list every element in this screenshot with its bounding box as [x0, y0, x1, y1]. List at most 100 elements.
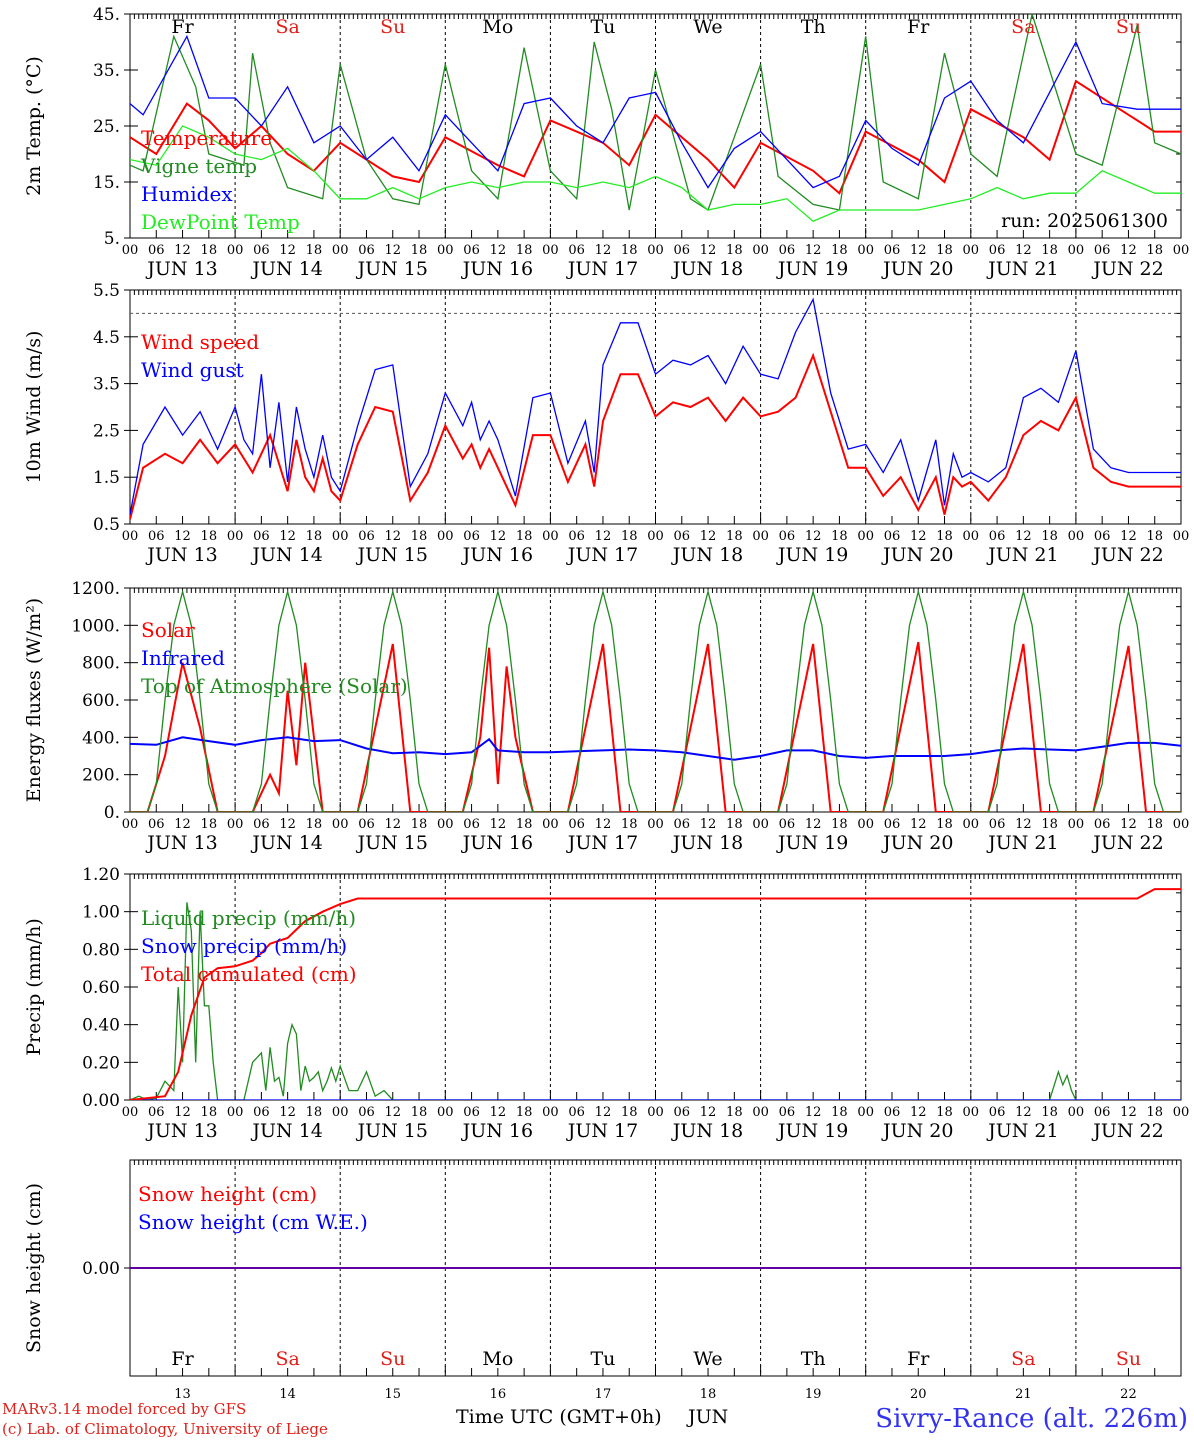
hour-label: 06	[1094, 817, 1111, 832]
hour-label: 06	[358, 529, 375, 544]
hour-label: 06	[463, 529, 480, 544]
date-label: JUN 21	[986, 1120, 1058, 1142]
hour-label: 06	[779, 243, 796, 258]
hour-label: 18	[621, 529, 638, 544]
hour-label: 12	[384, 529, 401, 544]
hour-label: 18	[306, 817, 323, 832]
day-number-label: 17	[595, 1387, 612, 1402]
date-label: JUN 15	[356, 544, 428, 566]
legend-top-of-atmosphere-solar-: Top of Atmosphere (Solar)	[141, 674, 408, 698]
hour-label: 12	[1015, 529, 1032, 544]
hour-label: 00	[1068, 243, 1085, 258]
hour-label: 06	[358, 243, 375, 258]
y-tick-label: 5.	[104, 229, 120, 249]
hour-label: 06	[884, 529, 901, 544]
hour-label: 06	[253, 529, 270, 544]
day-number-label: 18	[700, 1387, 717, 1402]
hour-label: 18	[1146, 1105, 1163, 1120]
date-label: JUN 20	[881, 258, 953, 280]
series-line-wind-gust	[130, 297, 1181, 515]
hour-label: 12	[1015, 817, 1032, 832]
date-label: JUN 19	[776, 258, 848, 280]
hour-label: 18	[411, 1105, 428, 1120]
footer-axis-title: Time UTC (GMT+0h)	[456, 1406, 662, 1428]
hour-label: 12	[805, 1105, 822, 1120]
hour-label: 18	[516, 529, 533, 544]
y-tick-label: 0.20	[82, 1053, 120, 1073]
hour-label: 12	[384, 1105, 401, 1120]
meteogram-panels: 5. 15. 25. 35. 45. 2m Temp. (°C) Temperature Vi…	[23, 5, 1189, 1402]
date-label: JUN 13	[145, 544, 217, 566]
hour-label: 06	[253, 1105, 270, 1120]
date-label: JUN 22	[1091, 832, 1163, 854]
hour-label: 00	[227, 529, 244, 544]
date-label: JUN 16	[461, 1120, 533, 1142]
y-tick-label: 4.5	[93, 328, 120, 348]
date-label: JUN 14	[250, 544, 322, 566]
y-tick-label: 200.	[82, 766, 120, 786]
hour-label: 00	[857, 243, 874, 258]
hour-label: 00	[122, 1105, 139, 1120]
hour-label: 18	[516, 1105, 533, 1120]
day-number-label: 22	[1120, 1387, 1137, 1402]
hour-label: 18	[831, 1105, 848, 1120]
hour-label: 12	[490, 529, 507, 544]
hour-label: 00	[1173, 817, 1190, 832]
hour-label: 18	[201, 1105, 218, 1120]
legend-snow-precip-mm-h-: Snow precip (mm/h)	[141, 934, 347, 958]
hour-label: 18	[516, 817, 533, 832]
y-axis-label: 2m Temp. (°C)	[23, 56, 45, 196]
hour-label: 12	[279, 243, 296, 258]
y-tick-label: 0.80	[82, 940, 120, 960]
legend-dewpoint-temp: DewPoint Temp	[141, 210, 300, 234]
hour-label: 12	[279, 1105, 296, 1120]
hour-label: 18	[411, 243, 428, 258]
hour-label: 06	[463, 1105, 480, 1120]
y-tick-label: 1200.	[71, 579, 120, 599]
hour-label: 00	[332, 817, 349, 832]
hour-label: 06	[568, 243, 585, 258]
day-number-label: 15	[384, 1387, 401, 1402]
panel-1: 5. 15. 25. 35. 45. 2m Temp. (°C) Temperature Vi…	[23, 5, 1189, 280]
hour-label: 18	[621, 817, 638, 832]
y-tick-label: 0.5	[93, 515, 120, 535]
series-line-wind-speed	[130, 352, 1181, 520]
hour-label: 06	[674, 817, 691, 832]
legend-snow-height-cm-: Snow height (cm)	[138, 1182, 317, 1206]
y-axis-label: Snow height (cm)	[23, 1183, 45, 1353]
series-line-total-cumulated-cm-	[130, 888, 1181, 1100]
panel-4: 0.00 0.20 0.40 0.60 0.80 1.00 1.20 Precip (mm/h…	[23, 865, 1189, 1142]
hour-label: 00	[1068, 817, 1085, 832]
hour-label: 18	[201, 243, 218, 258]
date-label: JUN 13	[145, 832, 217, 854]
hour-label: 00	[227, 817, 244, 832]
hour-label: 18	[1041, 1105, 1058, 1120]
hour-label: 18	[1146, 529, 1163, 544]
date-label: JUN 22	[1091, 1120, 1163, 1142]
hour-label: 18	[726, 817, 743, 832]
day-of-week-label: Su	[1116, 16, 1141, 38]
y-tick-label: 0.	[104, 803, 120, 823]
hour-label: 00	[647, 529, 664, 544]
hour-label: 00	[227, 243, 244, 258]
y-axis-label: 10m Wind (m/s)	[23, 331, 45, 484]
hour-label: 18	[936, 817, 953, 832]
hour-label: 06	[463, 817, 480, 832]
hour-label: 06	[568, 1105, 585, 1120]
day-of-week-label: Su	[380, 16, 405, 38]
day-of-week-label: Sa	[275, 1348, 299, 1370]
hour-label: 06	[989, 243, 1006, 258]
hour-label: 06	[358, 817, 375, 832]
date-label: JUN 18	[671, 544, 743, 566]
hour-label: 18	[936, 529, 953, 544]
day-of-week-label: Fr	[171, 1348, 194, 1370]
y-tick-label: 25.	[93, 117, 120, 137]
y-tick-label: 400.	[82, 728, 120, 748]
hour-label: 18	[306, 529, 323, 544]
panel-5: 0.00 Snow height (cm) Snow height (cm) Snow…	[23, 1159, 1182, 1402]
day-of-week-label: Mo	[482, 16, 513, 38]
hour-label: 00	[542, 817, 559, 832]
hour-label: 18	[516, 243, 533, 258]
date-label: JUN 18	[671, 1120, 743, 1142]
hour-label: 18	[1146, 817, 1163, 832]
